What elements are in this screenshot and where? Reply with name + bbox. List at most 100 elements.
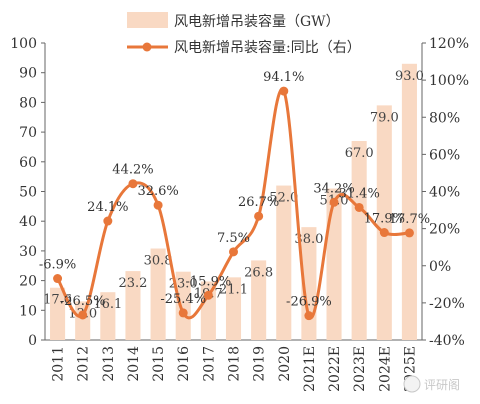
right-tick-label: 100%: [429, 73, 469, 89]
x-tick-label: 2014: [126, 346, 142, 382]
legend: 风电新增吊装容量（GW） 风电新增吊装容量:同比（右）: [127, 12, 361, 56]
left-tick-label: 60: [19, 155, 37, 171]
line-marker: [404, 228, 414, 238]
right-tick-label: 80%: [429, 110, 460, 126]
legend-line-label: 风电新增吊装容量:同比（右）: [174, 39, 361, 56]
line-value-label: 31.4%: [339, 186, 380, 201]
yoy-line-path: [56, 87, 410, 320]
line-marker: [128, 179, 138, 189]
left-tick-label: 70: [19, 125, 37, 141]
line-marker: [229, 247, 238, 257]
left-tick-label: 100: [10, 36, 37, 52]
line-value-label: -26.5%: [60, 294, 106, 309]
line-marker: [254, 211, 264, 221]
line-value-label: -6.9%: [39, 258, 76, 273]
right-tick-label: 60%: [429, 147, 460, 163]
bar: [326, 188, 342, 340]
bar: [376, 105, 392, 341]
bar: [276, 185, 292, 340]
line-value-label: -26.9%: [286, 295, 332, 310]
line-value-label: -25.4%: [160, 292, 206, 307]
x-tick-label: 2023E: [352, 346, 368, 392]
legend-bar-label: 风电新增吊装容量（GW）: [174, 13, 340, 30]
x-tick-label: 2022E: [327, 346, 343, 392]
legend-line-label-text: 风电新增吊装容量:同比（右）: [174, 39, 361, 56]
left-axis-ticks: 0 10 20 30 40 50 60 70 80 90 100: [10, 36, 45, 349]
line-marker: [78, 310, 88, 320]
left-tick-label: 10: [19, 303, 37, 319]
right-tick-label: -40%: [429, 333, 465, 349]
line-value-label: 17.9%: [364, 212, 405, 227]
line-value-label: 7.5%: [217, 231, 250, 246]
line-value-label: 32.6%: [137, 184, 178, 199]
line-value-label: 26.7%: [238, 195, 279, 210]
left-tick-label: 40: [19, 214, 37, 230]
bar: [50, 287, 66, 340]
legend-bar-swatch: [127, 12, 168, 28]
line-marker: [304, 311, 314, 321]
bar-value-label: 38.0: [294, 232, 323, 247]
watermark-text: 评研阁: [424, 378, 460, 392]
bar-series: [50, 63, 417, 341]
right-tick-label: -20%: [429, 296, 465, 312]
x-tick-label: 2012: [76, 346, 92, 382]
x-axis-labels: 2011 2012 2013 2014 2015 2016 2017 2018 2019 2020…: [51, 346, 419, 392]
bar: [175, 271, 191, 340]
line-marker: [103, 216, 113, 226]
x-tick-label: 2021E: [302, 346, 318, 392]
line-marker: [354, 202, 364, 212]
left-tick-label: 50: [19, 185, 37, 201]
right-tick-label: 40%: [429, 185, 460, 201]
bar-value-label: 30.8: [144, 254, 173, 269]
line-marker: [203, 290, 213, 300]
bar: [225, 277, 242, 340]
bar-value-label: 93.0: [395, 69, 424, 84]
left-tick-label: 90: [19, 66, 37, 82]
right-axis-ticks: -40% -20% 0% 20% 40% 60% 80% 100% 120%: [422, 36, 469, 349]
line-marker: [379, 228, 389, 238]
bar-value-label: 26.8: [244, 265, 273, 280]
x-tick-label: 2017: [201, 346, 217, 382]
left-tick-label: 80: [19, 95, 37, 111]
bar: [100, 292, 116, 340]
line-markers: [53, 86, 414, 321]
bar-value-label: 21.1: [219, 282, 248, 297]
left-tick-label: 20: [19, 274, 37, 290]
line-value-label: 24.1%: [87, 200, 128, 215]
line-marker: [53, 274, 63, 284]
bar-value-label: 52.0: [269, 191, 298, 206]
line-value-label: 94.1%: [263, 70, 304, 85]
right-tick-label: 20%: [429, 222, 460, 238]
watermark: 评研阁: [403, 375, 460, 393]
bar-value-label: 67.0: [345, 146, 374, 161]
line-value-label: 34.2%: [313, 181, 354, 196]
bar-value-label: 16.1: [93, 297, 122, 312]
watermark-logo-icon: [403, 375, 421, 393]
x-tick-label: 2018: [227, 346, 243, 382]
bar-value-label: 23.2: [118, 276, 147, 291]
x-tick-label: 2020: [277, 346, 293, 382]
x-tick-label: 2024E: [377, 346, 393, 392]
bar: [125, 271, 141, 340]
x-tick-label: 2016: [176, 346, 192, 382]
x-tick-label: 2019: [252, 346, 268, 382]
legend-line-marker: [142, 42, 152, 52]
bar-data-labels: 17.613.016.123.230.823.019.721.126.852.0…: [43, 69, 424, 322]
x-tick-label: 2011: [51, 346, 67, 382]
right-tick-label: 0%: [429, 259, 451, 275]
bar: [351, 141, 367, 340]
bar: [251, 260, 267, 340]
line-value-label: -15.9%: [186, 274, 232, 289]
left-tick-label: 30: [19, 244, 37, 260]
line-marker: [279, 86, 289, 96]
bar: [401, 63, 417, 340]
line-marker: [153, 200, 163, 210]
right-tick-label: 120%: [429, 36, 469, 52]
left-tick-label: 0: [28, 333, 37, 349]
x-tick-label: 2015: [151, 346, 167, 382]
bar: [150, 248, 166, 340]
line-data-labels: -6.9% -26.5% 24.1% 44.2% 32.6% -25.4% -15.9% 7.…: [39, 70, 430, 310]
line-value-label: 44.2%: [112, 163, 153, 178]
line-marker: [178, 308, 188, 318]
